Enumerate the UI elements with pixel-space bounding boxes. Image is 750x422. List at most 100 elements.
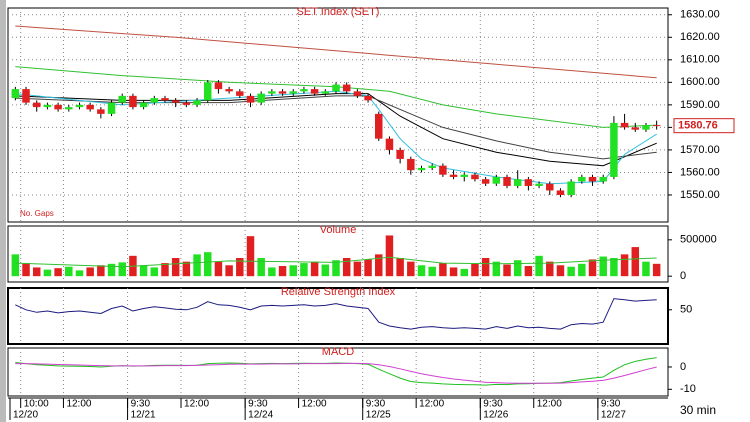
candle-body (524, 179, 533, 186)
candle-body (300, 89, 308, 92)
indicator-line (15, 362, 657, 384)
date-tick-label: 12/24 (248, 410, 273, 421)
volume-bar (588, 259, 597, 277)
panel-title: MACD (322, 346, 354, 358)
indicator-line (15, 298, 657, 330)
volume-bar (214, 261, 223, 277)
panel-title: Relative Strength Index (281, 286, 396, 298)
last-price-box (673, 118, 735, 134)
moving-average (15, 66, 657, 128)
volume-bar (107, 263, 116, 277)
date-tick-label: 12/20 (13, 410, 38, 421)
candle-body (599, 176, 607, 182)
candle-body (107, 102, 116, 114)
candle-body (182, 102, 191, 105)
volume-bar (11, 254, 20, 277)
candle-body (535, 183, 543, 186)
candle-body (75, 104, 84, 108)
volume-bar (43, 269, 52, 277)
y-tick-label: 1560.00 (680, 166, 720, 178)
volume-bar (524, 266, 533, 277)
volume-bar (471, 263, 479, 277)
volume-bar (652, 263, 661, 277)
panel-frame (7, 287, 669, 345)
candle-body (503, 176, 511, 186)
candle-body (139, 102, 148, 108)
candle-body (118, 95, 126, 103)
candle-body (353, 91, 362, 96)
volume-bar (364, 259, 372, 277)
candle-body (332, 84, 340, 92)
x-axis-label: 30 min (680, 403, 716, 417)
y-tick-label: 1610.00 (680, 54, 720, 66)
candle-body (171, 100, 180, 103)
x-tick-label: 12:00 (302, 399, 327, 410)
volume-bar (97, 265, 105, 277)
volume-bar (503, 264, 511, 277)
candle-body (225, 89, 233, 92)
volume-bar (118, 262, 126, 277)
volume-bar (278, 266, 287, 277)
candle-body (278, 91, 287, 94)
candle-body (32, 102, 41, 108)
volume-bar (289, 265, 297, 277)
candle-body (161, 98, 169, 101)
candle-body (578, 176, 586, 182)
panel-title: Volume (320, 224, 357, 236)
y-tick-label: 1570.00 (680, 144, 720, 156)
candle-body (236, 91, 244, 96)
candle-body (481, 179, 490, 184)
volume-bar (599, 256, 607, 277)
volume-bar (620, 254, 629, 277)
candle-body (460, 174, 469, 177)
moving-average (15, 25, 657, 79)
candle-body (310, 89, 319, 94)
volume-bar (86, 267, 94, 277)
candle-body (129, 95, 137, 108)
candle-body (407, 158, 415, 171)
candle-body (449, 174, 458, 177)
volume-bar (407, 261, 415, 277)
candle-body (150, 98, 159, 103)
candle-body (214, 82, 223, 90)
candle-body (65, 107, 73, 110)
panel-frame (7, 225, 669, 283)
candle-body (11, 89, 20, 99)
candle-body (567, 181, 575, 195)
volume-bar (310, 261, 319, 277)
panel-title: SET Index (SET) (297, 6, 380, 18)
volume-bar (546, 261, 554, 277)
candle-body (193, 100, 201, 105)
y-tick-label: 1550.00 (680, 189, 720, 201)
volume-bar (535, 255, 543, 277)
x-tick-label: 12:00 (66, 399, 91, 410)
y-tick-label: 1630.00 (680, 9, 720, 21)
candle-body (513, 179, 522, 186)
volume-bar (332, 260, 340, 277)
volume-bar (268, 267, 276, 277)
candle-body (471, 174, 479, 180)
volume-bar (481, 258, 490, 277)
y-tick-label: 50 (680, 304, 692, 316)
candle-body (321, 91, 330, 94)
volume-bar (460, 268, 469, 277)
volume-bar (396, 258, 404, 277)
candle-body (396, 149, 404, 159)
volume-bar (492, 261, 501, 277)
volume-bar (631, 247, 640, 277)
candle-body (257, 93, 265, 103)
volume-bar (353, 261, 362, 277)
x-tick-label: 12:00 (184, 399, 209, 410)
volume-bar (439, 263, 447, 277)
candle-body (417, 167, 426, 171)
candle-body (203, 82, 212, 101)
volume-bar (300, 263, 308, 277)
volume-bar (257, 258, 265, 277)
candle-body (43, 104, 52, 108)
volume-bar (139, 265, 148, 277)
candle-body (364, 95, 372, 101)
volume-bar (32, 267, 41, 277)
x-tick-label: 12:00 (537, 399, 562, 410)
volume-bar (193, 254, 201, 277)
